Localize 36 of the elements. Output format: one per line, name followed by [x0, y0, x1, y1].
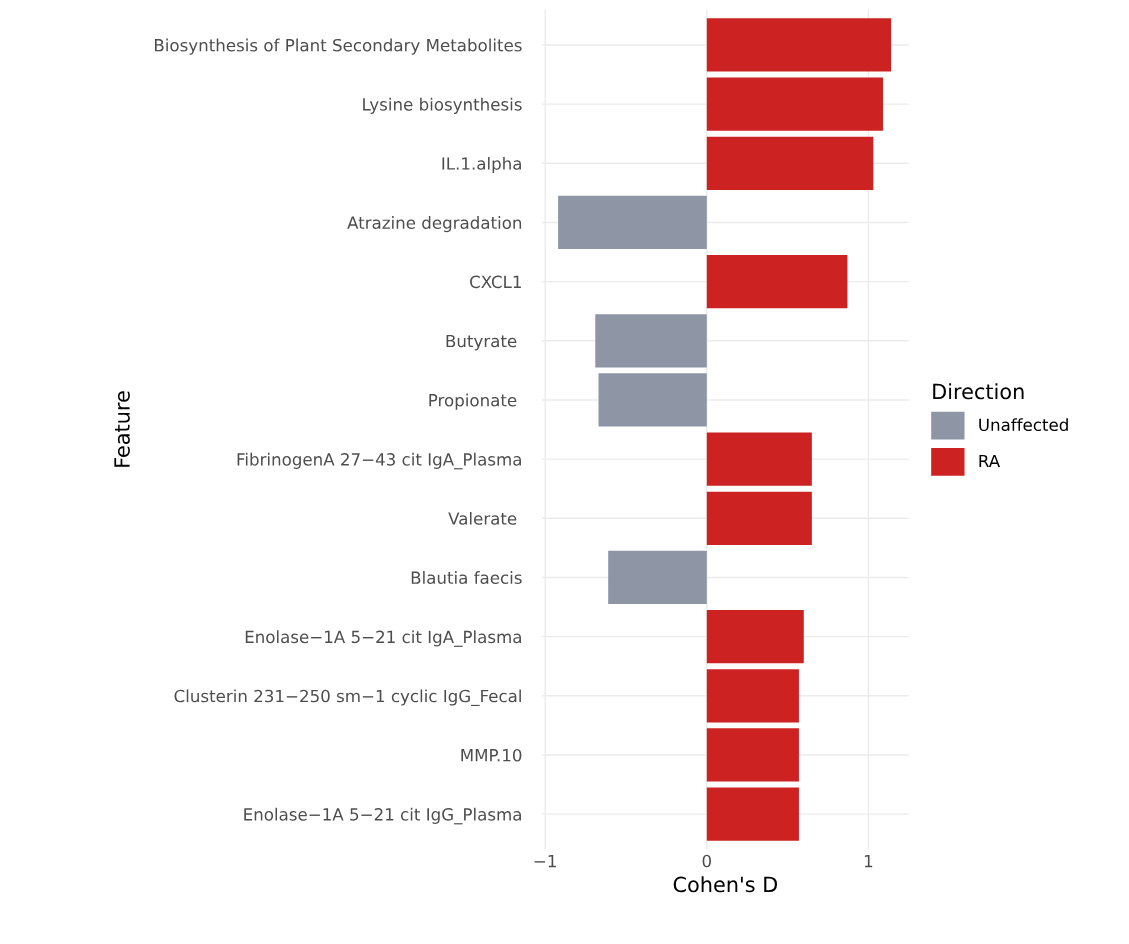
legend-label: RA	[979, 454, 1001, 468]
y-tick-label: Biosynthesis of Plant Secondary Metabolites	[154, 38, 522, 55]
bar	[706, 669, 799, 723]
bar	[706, 728, 799, 782]
bar	[598, 373, 707, 427]
y-tick-label: Clusterin 231−250 sm−1 cyclic IgG_Fecal	[174, 689, 521, 707]
y-tick-label: Lysine biosynthesis	[363, 97, 522, 114]
bar	[608, 550, 707, 605]
x-tick-label: 1	[864, 854, 873, 868]
x-tick-label: 0	[702, 854, 711, 868]
bar	[706, 254, 848, 309]
y-tick-label: Blautia faecis	[411, 571, 522, 584]
y-tick-label: MMP.10	[461, 748, 522, 762]
bar	[706, 787, 799, 841]
y-tick-label: Valerate	[448, 511, 517, 525]
bar	[706, 609, 804, 664]
y-axis-title: Feature	[114, 391, 130, 467]
y-tick-label: Enolase−1A 5−21 cit IgA_Plasma	[245, 630, 521, 647]
y-tick-label: IL.1.alpha	[442, 156, 521, 174]
bar	[706, 77, 883, 131]
bar	[595, 314, 707, 368]
x-tick-label: −1	[534, 854, 556, 868]
bar	[706, 18, 892, 72]
bar	[706, 136, 874, 190]
y-tick-label: FibrinogenA 27−43 cit IgA_Plasma	[237, 452, 521, 470]
legend-title: Direction	[933, 383, 1024, 400]
y-tick-label: Atrazine degradation	[347, 216, 522, 233]
y-tick-label: Propionate	[429, 393, 517, 410]
x-axis-title: Cohen's D	[673, 876, 778, 893]
bar	[706, 432, 812, 486]
bar	[558, 195, 707, 250]
y-tick-label: Butyrate	[446, 334, 517, 351]
y-tick-label: CXCL1	[470, 275, 521, 289]
bar	[706, 491, 812, 545]
legend-label: Unaffected	[979, 418, 1068, 432]
y-tick-label: Enolase−1A 5−21 cit IgG_Plasma	[244, 807, 521, 825]
